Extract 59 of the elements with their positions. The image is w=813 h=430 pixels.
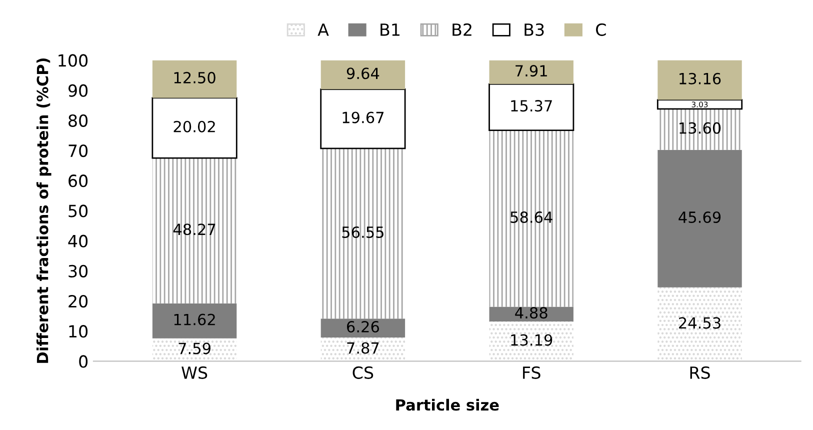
data-label: 19.67 [342, 112, 384, 124]
bar [320, 60, 406, 90]
data-label: 15.37 [511, 100, 552, 112]
bar [152, 97, 238, 159]
x-tick-label: RS [690, 366, 710, 379]
bar [152, 338, 237, 362]
data-label: 12.50 [174, 72, 216, 84]
bar [658, 287, 742, 362]
y-tick-label: 60 [68, 174, 88, 188]
data-label: 20.02 [174, 120, 215, 132]
bar [320, 318, 406, 338]
y-tick-label: 100 [58, 54, 88, 67]
y-tick-label: 80 [68, 114, 88, 127]
data-label: 24.53 [679, 317, 720, 329]
y-tick-label: 30 [68, 264, 88, 278]
y-axis-title: Different fractions of protein (%CP) [36, 58, 52, 363]
y-tick-label: 10 [69, 325, 88, 338]
legend-label: A [318, 24, 329, 36]
data-label: 9.64 [346, 68, 380, 80]
bar [658, 150, 742, 288]
y-tick-label: 70 [68, 144, 88, 158]
legend-label: B3 [524, 23, 544, 36]
data-label: 11.62 [174, 314, 215, 326]
bar [489, 60, 574, 84]
bar [658, 108, 742, 150]
legend-label: B2 [452, 23, 472, 36]
bar [152, 60, 237, 98]
bar [320, 338, 406, 362]
data-label: 7.59 [178, 342, 210, 354]
data-label: 13.60 [680, 122, 721, 134]
bar [320, 88, 406, 150]
bar [152, 303, 237, 338]
y-tick-label: 90 [68, 84, 88, 97]
data-label: 58.64 [510, 211, 552, 223]
legend-label: C [596, 23, 606, 36]
legend-label: B1 [380, 24, 400, 36]
y-tick-label: 50 [68, 204, 88, 218]
data-label: 13.16 [680, 72, 721, 84]
data-label: 7.87 [347, 342, 379, 354]
x-tick-label: FS [523, 366, 540, 379]
bar [488, 83, 574, 131]
bar [320, 148, 406, 319]
y-tick-label: 0 [79, 355, 88, 368]
data-label: 13.19 [511, 334, 552, 346]
data-label: 7.91 [516, 65, 547, 77]
data-label: 45.69 [678, 211, 721, 224]
bar [152, 158, 237, 304]
bar [489, 130, 574, 307]
bar [489, 322, 574, 362]
data-label: 4.88 [515, 307, 548, 319]
data-label: 48.27 [173, 224, 216, 236]
y-tick-label: 20 [68, 294, 88, 308]
x-tick-label: WS [182, 366, 208, 379]
data-label: 6.26 [347, 320, 379, 333]
x-axis-title: Particle size [396, 398, 499, 411]
y-tick-label: 40 [68, 234, 88, 248]
bar [658, 60, 742, 100]
x-tick-label: CS [352, 366, 374, 379]
data-label: 56.55 [342, 226, 384, 238]
